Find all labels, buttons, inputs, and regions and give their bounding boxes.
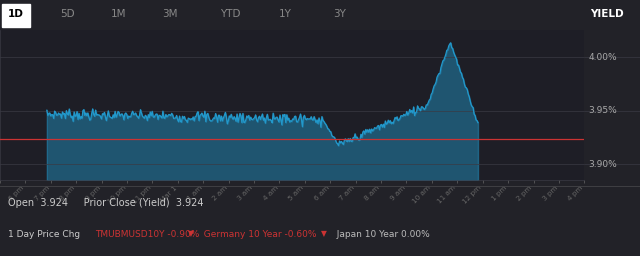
Text: TMUBMUSD10Y -0.90%: TMUBMUSD10Y -0.90%	[95, 230, 200, 239]
Text: 3M: 3M	[162, 9, 177, 19]
Text: 3Y: 3Y	[333, 9, 346, 19]
Text: ▼: ▼	[321, 229, 327, 238]
Text: 3.90%: 3.90%	[589, 160, 618, 169]
Text: 3.95%: 3.95%	[589, 106, 618, 115]
Text: ▼: ▼	[188, 229, 193, 238]
Text: YIELD: YIELD	[590, 9, 624, 19]
Text: 4.00%: 4.00%	[589, 52, 618, 61]
Text: 5D: 5D	[60, 9, 74, 19]
Text: 1Y: 1Y	[278, 9, 291, 19]
Text: 1 Day Price Chg: 1 Day Price Chg	[8, 230, 80, 239]
Text: 1D: 1D	[8, 9, 24, 19]
Text: 1M: 1M	[111, 9, 126, 19]
Text: YTD: YTD	[220, 9, 241, 19]
Text: Open  3.924     Prior Close (Yield)  3.924: Open 3.924 Prior Close (Yield) 3.924	[8, 198, 204, 208]
Text: Japan 10 Year 0.00%: Japan 10 Year 0.00%	[332, 230, 430, 239]
Text: Germany 10 Year -0.60%: Germany 10 Year -0.60%	[198, 230, 316, 239]
Bar	[2, 4, 30, 27]
